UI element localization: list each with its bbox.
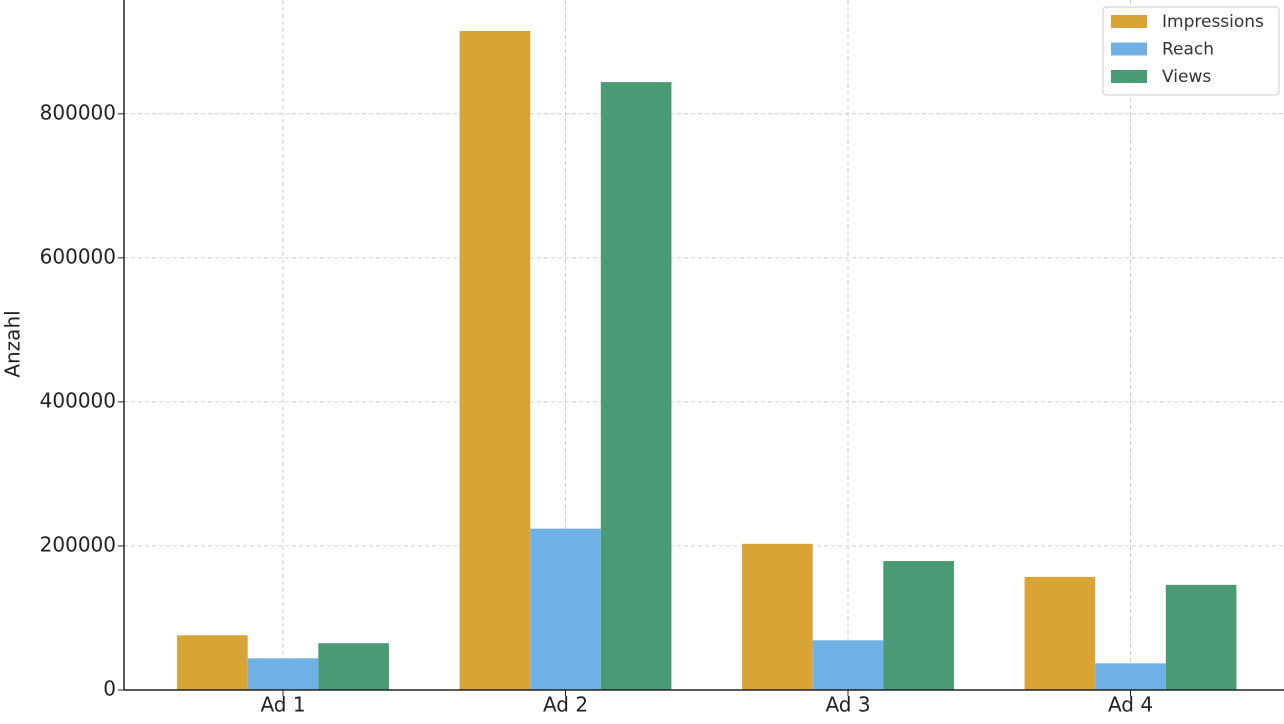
- legend-label: Impressions: [1162, 12, 1264, 32]
- bar: [742, 543, 813, 690]
- y-tick-label: 800000: [40, 100, 116, 124]
- bar: [530, 528, 601, 690]
- bar: [177, 635, 248, 690]
- bar: [318, 643, 389, 690]
- y-axis-label: Anzahl: [1, 310, 25, 377]
- legend-label: Views: [1162, 67, 1211, 87]
- legend-swatch: [1111, 42, 1147, 56]
- bar: [812, 640, 884, 690]
- bar: [600, 82, 672, 690]
- bar: [1165, 584, 1237, 690]
- bar: [1095, 663, 1166, 690]
- y-tick-label: 0: [103, 677, 116, 701]
- x-tick-label: Ad 1: [260, 693, 305, 717]
- bar: [459, 30, 531, 691]
- y-tick-label: 600000: [40, 244, 116, 268]
- bar: [247, 658, 319, 690]
- y-tick-label: 400000: [40, 388, 116, 412]
- x-tick-label: Ad 3: [825, 693, 870, 717]
- x-tick-label: Ad 2: [543, 693, 588, 717]
- bar: [1024, 576, 1096, 690]
- legend-swatch: [1111, 15, 1147, 28]
- legend-swatch: [1111, 70, 1147, 83]
- y-tick-label: 200000: [40, 532, 116, 556]
- x-tick-label: Ad 4: [1108, 693, 1153, 717]
- bar: [883, 561, 954, 690]
- legend-label: Reach: [1162, 40, 1214, 60]
